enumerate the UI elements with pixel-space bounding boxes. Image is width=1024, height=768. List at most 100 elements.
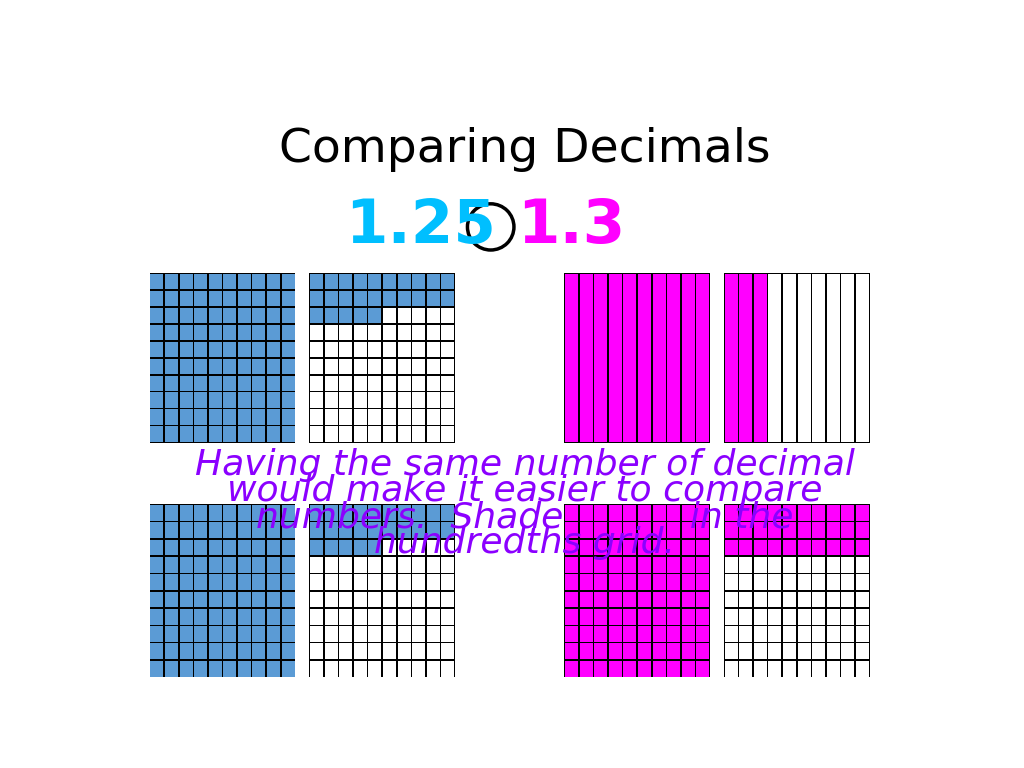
Bar [195,342,207,357]
Bar [856,505,869,521]
Bar [856,574,869,590]
Bar [768,540,781,555]
Bar [682,557,694,573]
Bar [783,644,796,659]
Bar [282,644,295,659]
Bar [397,308,411,323]
Bar [195,376,207,391]
Bar [638,591,651,607]
Bar [842,274,854,442]
Bar [238,522,251,538]
Bar [812,660,825,677]
Bar [310,574,324,590]
Bar [667,505,680,521]
Bar [238,325,251,340]
Bar [739,574,753,590]
Bar [441,392,455,408]
Bar [267,308,280,323]
Bar [165,291,178,306]
Bar [427,574,439,590]
Bar [383,392,396,408]
Bar [652,609,666,624]
Bar [253,644,265,659]
Bar [253,557,265,573]
Bar [397,409,411,425]
Bar [310,591,324,607]
Bar [696,274,710,442]
Bar [383,540,396,555]
Bar [812,557,825,573]
Bar [339,426,352,442]
Bar [397,609,411,624]
Bar [253,505,265,521]
Bar [856,274,869,442]
Bar [151,609,164,624]
Bar [565,505,579,521]
Bar [238,660,251,677]
Bar [667,660,680,677]
Bar [397,522,411,538]
Bar [856,626,869,642]
Bar [812,644,825,659]
Bar [369,274,381,290]
Bar [165,505,178,521]
Bar [652,274,666,442]
Bar [354,291,367,306]
Bar [354,644,367,659]
Bar [383,291,396,306]
Bar [223,392,237,408]
Bar [267,325,280,340]
Bar [238,540,251,555]
Bar [652,505,666,521]
Bar [754,574,767,590]
Bar [339,291,352,306]
Bar [754,522,767,538]
Bar [427,540,439,555]
Bar [151,591,164,607]
Bar [565,540,579,555]
Bar [397,325,411,340]
Bar [412,540,425,555]
Bar [238,359,251,374]
Bar [179,557,193,573]
Bar [339,342,352,357]
Bar [369,359,381,374]
Bar [609,574,622,590]
Bar [383,626,396,642]
Bar [594,505,607,521]
Bar [427,557,439,573]
Bar [238,308,251,323]
Bar [768,626,781,642]
Bar [624,644,636,659]
Bar [267,274,280,290]
Bar [412,557,425,573]
Bar [798,274,811,442]
Bar [412,505,425,521]
Bar [580,540,593,555]
Bar [339,325,352,340]
Bar [609,660,622,677]
Bar [179,540,193,555]
Bar [624,522,636,538]
Bar [412,660,425,677]
Bar [165,426,178,442]
Bar [652,557,666,573]
Bar [667,522,680,538]
Bar [325,644,338,659]
Bar [310,426,324,442]
Bar [238,574,251,590]
Bar [682,522,694,538]
Bar [253,409,265,425]
Bar [638,522,651,538]
Bar [223,609,237,624]
Bar [638,574,651,590]
Bar [151,557,164,573]
Bar [826,660,840,677]
Bar [427,609,439,624]
Bar [223,591,237,607]
Bar [798,557,811,573]
Bar [195,325,207,340]
Text: Having the same number of decimal: Having the same number of decimal [195,448,855,482]
Bar [725,626,737,642]
Bar [682,609,694,624]
